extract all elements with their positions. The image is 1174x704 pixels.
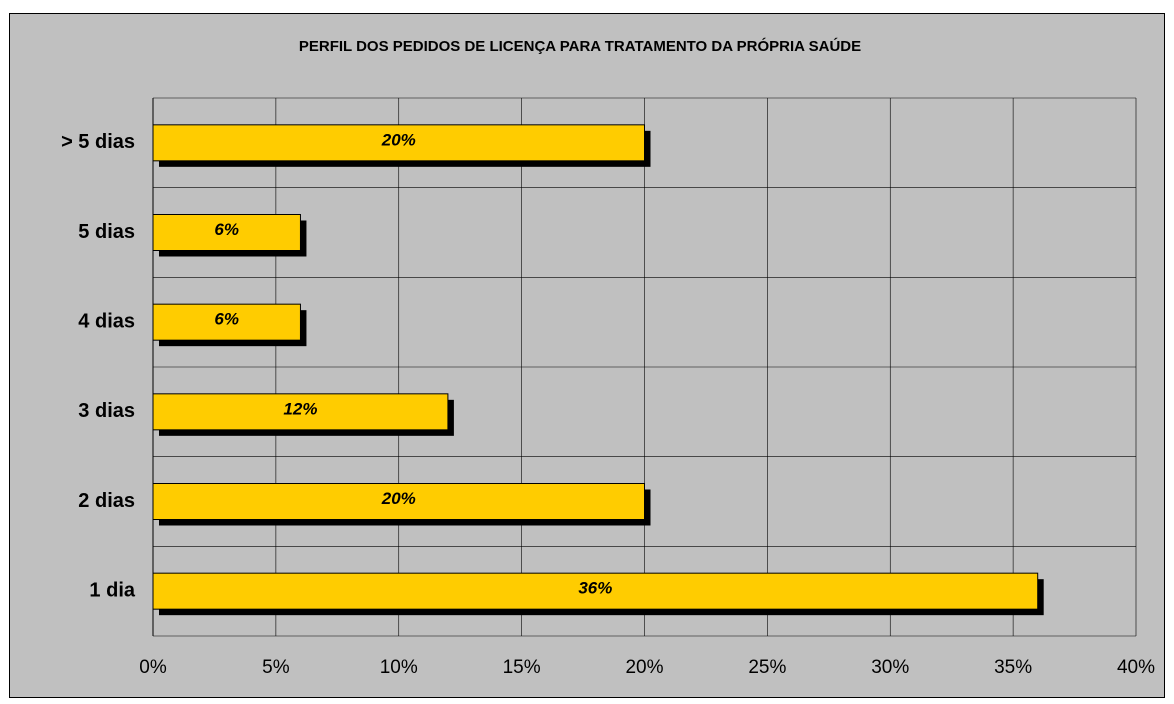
y-tick-label: > 5 dias: [61, 131, 135, 153]
x-tick-label: 10%: [380, 657, 418, 678]
bar: [152, 124, 645, 162]
data-label: 20%: [381, 489, 416, 508]
x-tick-label: 15%: [503, 657, 541, 678]
x-tick-label: 0%: [139, 657, 167, 678]
y-tick-label: 5 dias: [78, 221, 135, 243]
chart-title: PERFIL DOS PEDIDOS DE LICENÇA PARA TRATA…: [299, 37, 861, 55]
bar: [152, 572, 1039, 610]
data-label: 36%: [578, 579, 612, 598]
y-tick-label: 2 dias: [78, 490, 135, 512]
bar: [152, 393, 449, 431]
x-tick-label: 35%: [994, 657, 1032, 678]
x-tick-label: 20%: [625, 657, 663, 678]
y-tick-label: 1 dia: [89, 579, 135, 601]
data-label: 12%: [283, 399, 317, 418]
x-tick-label: 40%: [1117, 657, 1155, 678]
bar: [152, 303, 301, 341]
x-tick-label: 30%: [871, 657, 909, 678]
data-label: 6%: [214, 220, 239, 239]
x-tick-label: 25%: [748, 657, 786, 678]
bar: [152, 483, 645, 520]
y-tick-label: 3 dias: [78, 400, 135, 422]
x-tick-label: 5%: [262, 657, 290, 678]
y-tick-label: 4 dias: [78, 310, 135, 332]
data-label: 6%: [214, 310, 239, 329]
bar: [152, 214, 301, 251]
data-label: 20%: [381, 130, 416, 149]
